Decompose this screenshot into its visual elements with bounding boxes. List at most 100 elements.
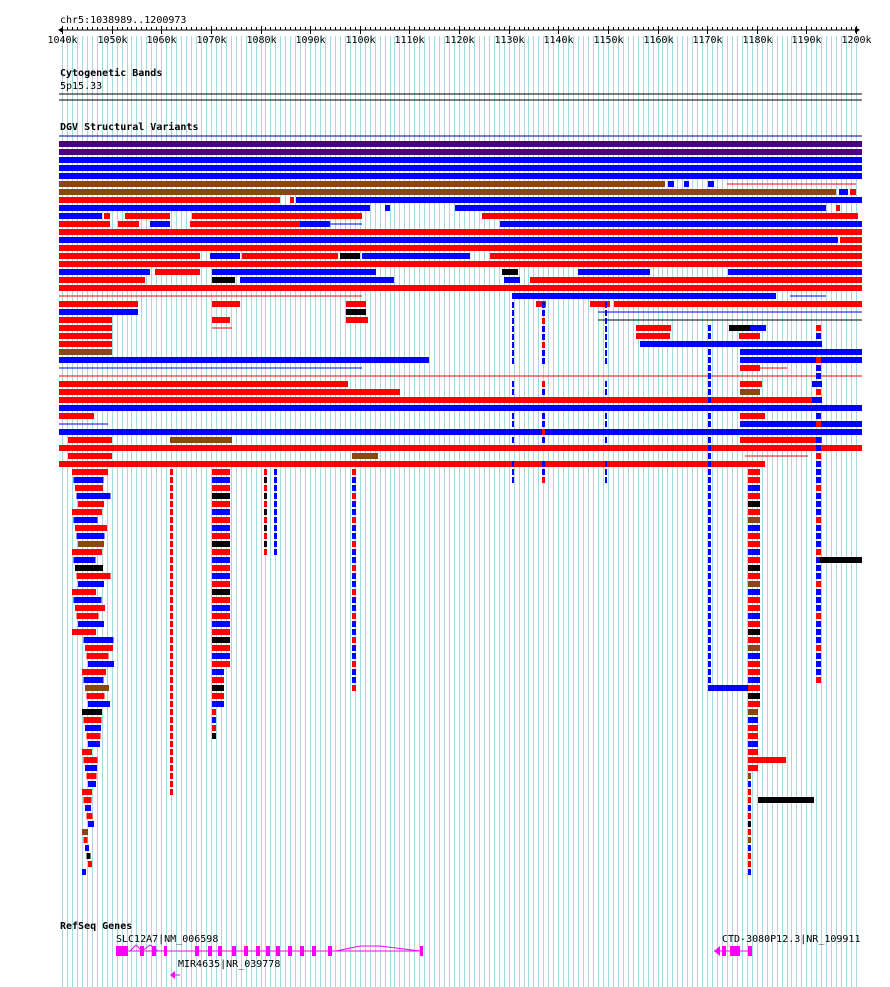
sv-feature[interactable] <box>816 373 821 379</box>
sv-feature[interactable] <box>59 221 110 227</box>
sv-feature[interactable] <box>816 325 821 331</box>
sv-feature[interactable] <box>352 597 356 603</box>
sv-feature[interactable] <box>352 661 356 667</box>
sv-feature[interactable] <box>708 653 711 659</box>
sv-feature[interactable] <box>816 605 821 611</box>
sv-feature[interactable] <box>59 269 150 275</box>
sv-feature[interactable] <box>59 141 862 147</box>
sv-feature[interactable] <box>710 685 760 691</box>
sv-feature[interactable] <box>212 557 230 563</box>
sv-feature[interactable] <box>708 629 711 635</box>
sv-feature[interactable] <box>346 317 368 323</box>
sv-feature[interactable] <box>83 837 88 843</box>
sv-feature[interactable] <box>542 461 545 467</box>
sv-feature[interactable] <box>88 781 96 787</box>
sv-feature[interactable] <box>59 213 102 219</box>
gene-exon[interactable] <box>300 946 304 956</box>
sv-feature[interactable] <box>748 741 758 747</box>
sv-feature[interactable] <box>684 181 689 187</box>
sv-feature[interactable] <box>212 677 224 683</box>
sv-feature[interactable] <box>170 501 173 507</box>
sv-feature[interactable] <box>542 413 545 419</box>
sv-feature[interactable] <box>708 549 711 555</box>
sv-feature[interactable] <box>170 565 173 571</box>
sv-feature[interactable] <box>170 773 173 779</box>
sv-feature[interactable] <box>352 653 356 659</box>
sv-feature[interactable] <box>59 277 145 283</box>
sv-feature[interactable] <box>88 741 100 747</box>
sv-feature[interactable] <box>82 829 88 835</box>
sv-feature[interactable] <box>816 573 821 579</box>
sv-feature[interactable] <box>118 221 139 227</box>
sv-feature[interactable] <box>750 325 766 331</box>
sv-feature[interactable] <box>748 805 751 811</box>
sv-feature[interactable] <box>212 277 235 283</box>
sv-feature[interactable] <box>300 221 330 227</box>
sv-feature[interactable] <box>352 485 356 491</box>
sv-feature[interactable] <box>605 318 607 324</box>
sv-feature[interactable] <box>708 461 711 467</box>
sv-feature[interactable] <box>170 629 173 635</box>
sv-feature[interactable] <box>212 653 230 659</box>
sv-feature[interactable] <box>59 405 862 411</box>
sv-feature[interactable] <box>72 629 96 635</box>
sv-feature[interactable] <box>542 381 545 387</box>
sv-feature[interactable] <box>170 469 173 475</box>
sv-feature[interactable] <box>512 293 776 299</box>
sv-feature[interactable] <box>748 845 751 851</box>
sv-feature[interactable] <box>748 653 760 659</box>
sv-feature[interactable] <box>86 693 105 699</box>
sv-feature[interactable] <box>212 269 376 275</box>
sv-feature[interactable] <box>352 677 356 683</box>
sv-feature[interactable] <box>212 637 230 643</box>
sv-feature[interactable] <box>72 469 108 475</box>
sv-feature[interactable] <box>816 669 821 675</box>
sv-feature[interactable] <box>816 549 821 555</box>
sv-feature[interactable] <box>816 381 821 387</box>
sv-feature[interactable] <box>605 437 607 443</box>
gene-label-ctd-3080p12-3[interactable]: CTD-3080P12.3|NR_109911 <box>722 934 861 945</box>
sv-feature[interactable] <box>170 693 173 699</box>
sv-feature[interactable] <box>72 549 102 555</box>
sv-feature[interactable] <box>59 229 862 235</box>
sv-feature[interactable] <box>212 301 240 307</box>
sv-feature[interactable] <box>274 469 277 475</box>
sv-feature[interactable] <box>264 477 267 483</box>
sv-feature[interactable] <box>739 333 760 339</box>
sv-feature[interactable] <box>530 277 862 283</box>
sv-feature[interactable] <box>748 821 751 827</box>
sv-feature[interactable] <box>748 493 760 499</box>
sv-feature[interactable] <box>708 333 711 339</box>
sv-feature[interactable] <box>748 613 760 619</box>
sv-feature[interactable] <box>740 365 760 371</box>
sv-feature[interactable] <box>748 869 751 875</box>
sv-feature[interactable] <box>740 413 765 419</box>
sv-feature[interactable] <box>748 757 786 763</box>
sv-feature[interactable] <box>192 213 362 219</box>
sv-feature[interactable] <box>708 325 711 331</box>
sv-feature[interactable] <box>839 189 848 195</box>
sv-feature[interactable] <box>170 493 173 499</box>
sv-feature[interactable] <box>512 310 514 316</box>
sv-feature[interactable] <box>170 685 173 691</box>
sv-feature[interactable] <box>512 358 514 364</box>
sv-feature[interactable] <box>264 549 267 555</box>
sv-feature[interactable] <box>816 525 821 531</box>
sv-feature[interactable] <box>86 653 109 659</box>
sv-feature[interactable] <box>605 334 607 340</box>
sv-feature[interactable] <box>578 269 650 275</box>
gene-exon[interactable] <box>164 946 167 956</box>
sv-feature[interactable] <box>59 197 280 203</box>
sv-feature[interactable] <box>274 541 277 547</box>
sv-feature[interactable] <box>59 357 429 363</box>
sv-feature[interactable] <box>170 557 173 563</box>
sv-feature[interactable] <box>748 661 760 667</box>
sv-feature[interactable] <box>816 557 821 563</box>
sv-feature[interactable] <box>264 493 267 499</box>
sv-feature[interactable] <box>352 573 356 579</box>
sv-feature[interactable] <box>748 573 760 579</box>
sv-feature[interactable] <box>170 653 173 659</box>
sv-feature[interactable] <box>75 565 103 571</box>
sv-feature[interactable] <box>352 549 356 555</box>
sv-feature[interactable] <box>816 429 821 435</box>
